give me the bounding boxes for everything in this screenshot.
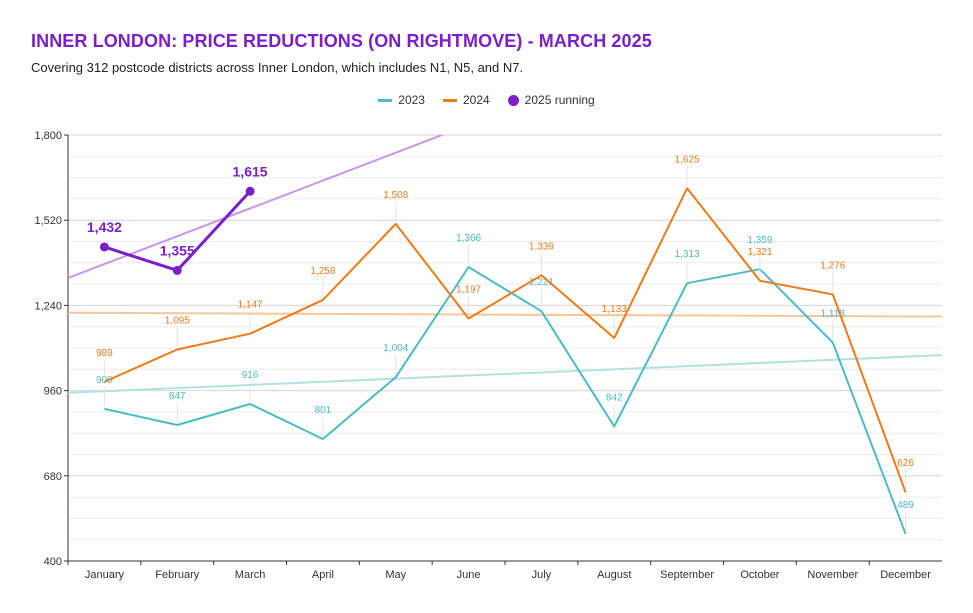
data-label-2025: 1,432 xyxy=(87,219,122,235)
y-tick-label: 1,520 xyxy=(34,215,62,227)
legend-item-2025[interactable]: 2025 running xyxy=(507,93,595,107)
data-label-2024: 1,095 xyxy=(165,316,190,327)
legend-item-2023[interactable]: 2023 xyxy=(378,93,425,107)
trendline-2024 xyxy=(68,311,942,318)
y-tick-label: 400 xyxy=(44,556,62,568)
data-label-2023: 1,359 xyxy=(747,235,772,246)
data-label-2023: 900 xyxy=(96,375,113,386)
legend-swatch-2025 xyxy=(507,94,519,106)
x-tick-label: May xyxy=(385,569,406,581)
data-label-2025: 1,355 xyxy=(160,242,195,258)
data-label-2023: 1,004 xyxy=(383,343,408,354)
legend: 2023 2024 2025 running xyxy=(0,93,973,107)
data-label-2023: 916 xyxy=(242,370,259,381)
data-label-2024: 626 xyxy=(897,458,914,469)
x-tick-label: November xyxy=(807,569,858,581)
data-label-2023: 847 xyxy=(169,391,186,402)
data-label-2024: 1,147 xyxy=(238,300,263,311)
data-label-2024: 1,197 xyxy=(456,284,481,295)
point-2025 xyxy=(99,242,109,252)
data-label-2023: 1,313 xyxy=(675,249,700,260)
y-tick-label: 1,240 xyxy=(34,300,62,312)
data-label-2023: 1,118 xyxy=(821,309,846,320)
x-tick-label: January xyxy=(85,569,125,581)
y-tick-label: 1,800 xyxy=(34,130,62,142)
x-tick-label: December xyxy=(880,569,931,581)
legend-label-2023: 2023 xyxy=(398,93,425,107)
x-tick-label: July xyxy=(532,569,552,581)
x-tick-label: October xyxy=(740,569,779,581)
data-label-2024: 1,625 xyxy=(675,154,700,165)
chart-title: INNER LONDON: PRICE REDUCTIONS (ON RIGHT… xyxy=(31,31,652,51)
point-2025 xyxy=(245,186,255,196)
x-tick-label: March xyxy=(235,569,266,581)
y-tick-label: 960 xyxy=(44,386,62,398)
data-label-2023: 801 xyxy=(315,405,332,416)
legend-swatch-2023 xyxy=(378,98,393,102)
trendline-2023 xyxy=(68,354,942,394)
data-label-2023: 1,366 xyxy=(456,233,481,244)
x-tick-label: August xyxy=(597,569,631,581)
legend-item-2024[interactable]: 2024 xyxy=(442,93,490,107)
chart-subtitle: Covering 312 postcode districts across I… xyxy=(31,60,524,75)
x-tick-label: April xyxy=(312,569,334,581)
data-label-2024: 1,508 xyxy=(383,190,408,201)
legend-label-2024: 2024 xyxy=(462,93,490,107)
x-tick-label: September xyxy=(660,569,714,581)
data-label-2024: 1,276 xyxy=(820,260,845,271)
trendline-2025 xyxy=(68,135,445,279)
data-label-2024: 1,321 xyxy=(747,247,772,258)
series-line-2025 xyxy=(103,190,252,272)
data-label-2023: 1,221 xyxy=(529,277,554,288)
y-tick-label: 680 xyxy=(44,471,62,483)
legend-swatch-2024 xyxy=(442,98,457,102)
data-label-2025: 1,615 xyxy=(233,163,268,179)
series-line-2024 xyxy=(104,187,907,493)
legend-label-2025: 2025 running xyxy=(524,93,595,107)
series-line-2023 xyxy=(104,266,907,535)
data-label-2024: 1,258 xyxy=(310,266,335,277)
point-2025 xyxy=(172,265,182,275)
data-label-2024: 1,133 xyxy=(602,304,627,315)
data-label-2024: 989 xyxy=(96,348,113,359)
x-tick-label: June xyxy=(457,569,481,581)
data-label-2023: 489 xyxy=(897,500,914,511)
data-label-2024: 1,339 xyxy=(529,241,554,252)
data-label-2023: 842 xyxy=(606,393,623,404)
x-tick-label: February xyxy=(155,569,200,581)
